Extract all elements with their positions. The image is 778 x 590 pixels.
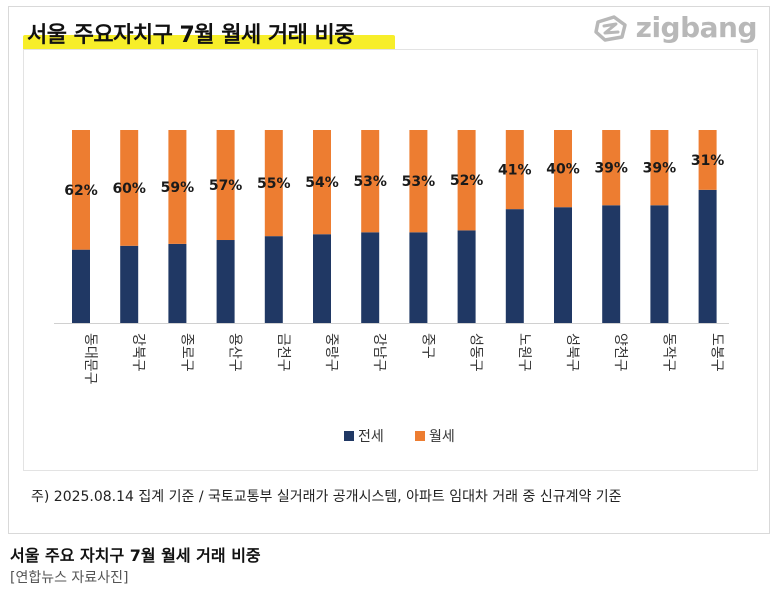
bar-jeonse — [361, 232, 380, 323]
x-tick-label: 강남구 — [371, 333, 387, 372]
bar-wolse — [264, 130, 283, 237]
bar-wolse — [168, 130, 187, 244]
x-tick-label: 중랑구 — [323, 333, 339, 372]
x-tick-label: 성동구 — [468, 333, 484, 372]
data-label: 55% — [257, 176, 291, 192]
data-label: 52% — [450, 173, 484, 189]
x-tick-label: 종로구 — [178, 333, 194, 372]
bar-wolse — [72, 130, 90, 250]
bar-jeonse — [264, 236, 283, 323]
data-label: 39% — [594, 161, 628, 177]
bar-jeonse — [505, 209, 524, 323]
zigbang-logo: zigbang — [592, 11, 758, 44]
x-tick-label: 금천구 — [275, 333, 291, 372]
legend-swatch-jeonse — [344, 431, 354, 441]
bar-jeonse — [120, 245, 139, 323]
bar-jeonse — [168, 243, 187, 323]
bar-wolse — [361, 130, 380, 233]
x-tick-label: 양천구 — [612, 333, 628, 372]
data-label: 41% — [498, 163, 532, 179]
data-label: 59% — [161, 180, 195, 196]
x-tick-label: 동작구 — [660, 333, 676, 372]
legend-swatch-wolse — [415, 431, 425, 441]
bar-jeonse — [72, 249, 90, 323]
bar-jeonse — [216, 240, 235, 323]
data-label: 53% — [402, 174, 436, 190]
bar-wolse — [409, 130, 428, 233]
bar-wolse — [457, 130, 476, 231]
bar-wolse — [554, 130, 572, 208]
x-tick-label: 용산구 — [227, 333, 243, 372]
x-tick-label: 강북구 — [130, 333, 146, 372]
bar-jeonse — [602, 205, 621, 323]
x-tick-label: 동대문구 — [82, 333, 98, 385]
data-label: 57% — [209, 178, 243, 194]
data-label: 31% — [691, 153, 725, 169]
bar-wolse — [120, 130, 139, 246]
bar-jeonse — [698, 189, 717, 323]
data-label: 54% — [305, 175, 339, 191]
title-highlight — [23, 35, 395, 51]
bar-jeonse — [409, 232, 428, 323]
data-label: 60% — [112, 181, 146, 197]
data-label: 40% — [546, 162, 580, 178]
bar-jeonse — [650, 205, 669, 323]
photo-caption: 서울 주요 자치구 7월 월세 거래 비중 — [10, 546, 261, 565]
bar-jeonse — [457, 230, 476, 323]
data-label: 39% — [643, 161, 677, 177]
data-label: 53% — [353, 174, 387, 190]
infographic-frame: 서울 주요자치구 7월 월세 거래 비중 zigbang 62% 동대문구 60% 강… — [8, 6, 770, 534]
x-tick-label: 성북구 — [564, 333, 580, 372]
legend-label-jeonse: 전세 — [358, 429, 384, 445]
bar-wolse — [216, 130, 235, 241]
footnote: 주) 2025.08.14 집계 기준 / 국토교통부 실거래가 공개시스템, … — [31, 489, 622, 505]
bar-wolse — [698, 130, 717, 190]
stacked-bar-chart: 62% 동대문구 60% 강북구 59% 종로구 57% 용산구 55% 금천구 54% 중랑구 53%… — [54, 130, 729, 445]
bar-wolse — [505, 130, 524, 210]
legend-label-wolse: 월세 — [429, 429, 455, 445]
bar-wolse — [602, 130, 621, 206]
photo-source: [연합뉴스 자료사진] — [10, 570, 129, 586]
chart-area: 62% 동대문구 60% 강북구 59% 종로구 57% 용산구 55% 금천구 54% 중랑구 53%… — [23, 49, 758, 471]
x-tick-label: 노원구 — [516, 333, 532, 372]
x-tick-label: 도봉구 — [709, 333, 725, 372]
logo-text: zigbang — [635, 11, 758, 44]
x-tick-label: 중구 — [419, 333, 435, 359]
bar-jeonse — [313, 234, 331, 323]
data-label: 62% — [64, 183, 98, 199]
zigbang-logo-icon — [593, 14, 627, 42]
title-block: 서울 주요자치구 7월 월세 거래 비중 — [23, 17, 395, 51]
bar-wolse — [650, 130, 669, 206]
chart-title: 서울 주요자치구 7월 월세 거래 비중 — [27, 23, 354, 48]
bar-wolse — [313, 130, 331, 235]
bar-jeonse — [554, 207, 572, 323]
